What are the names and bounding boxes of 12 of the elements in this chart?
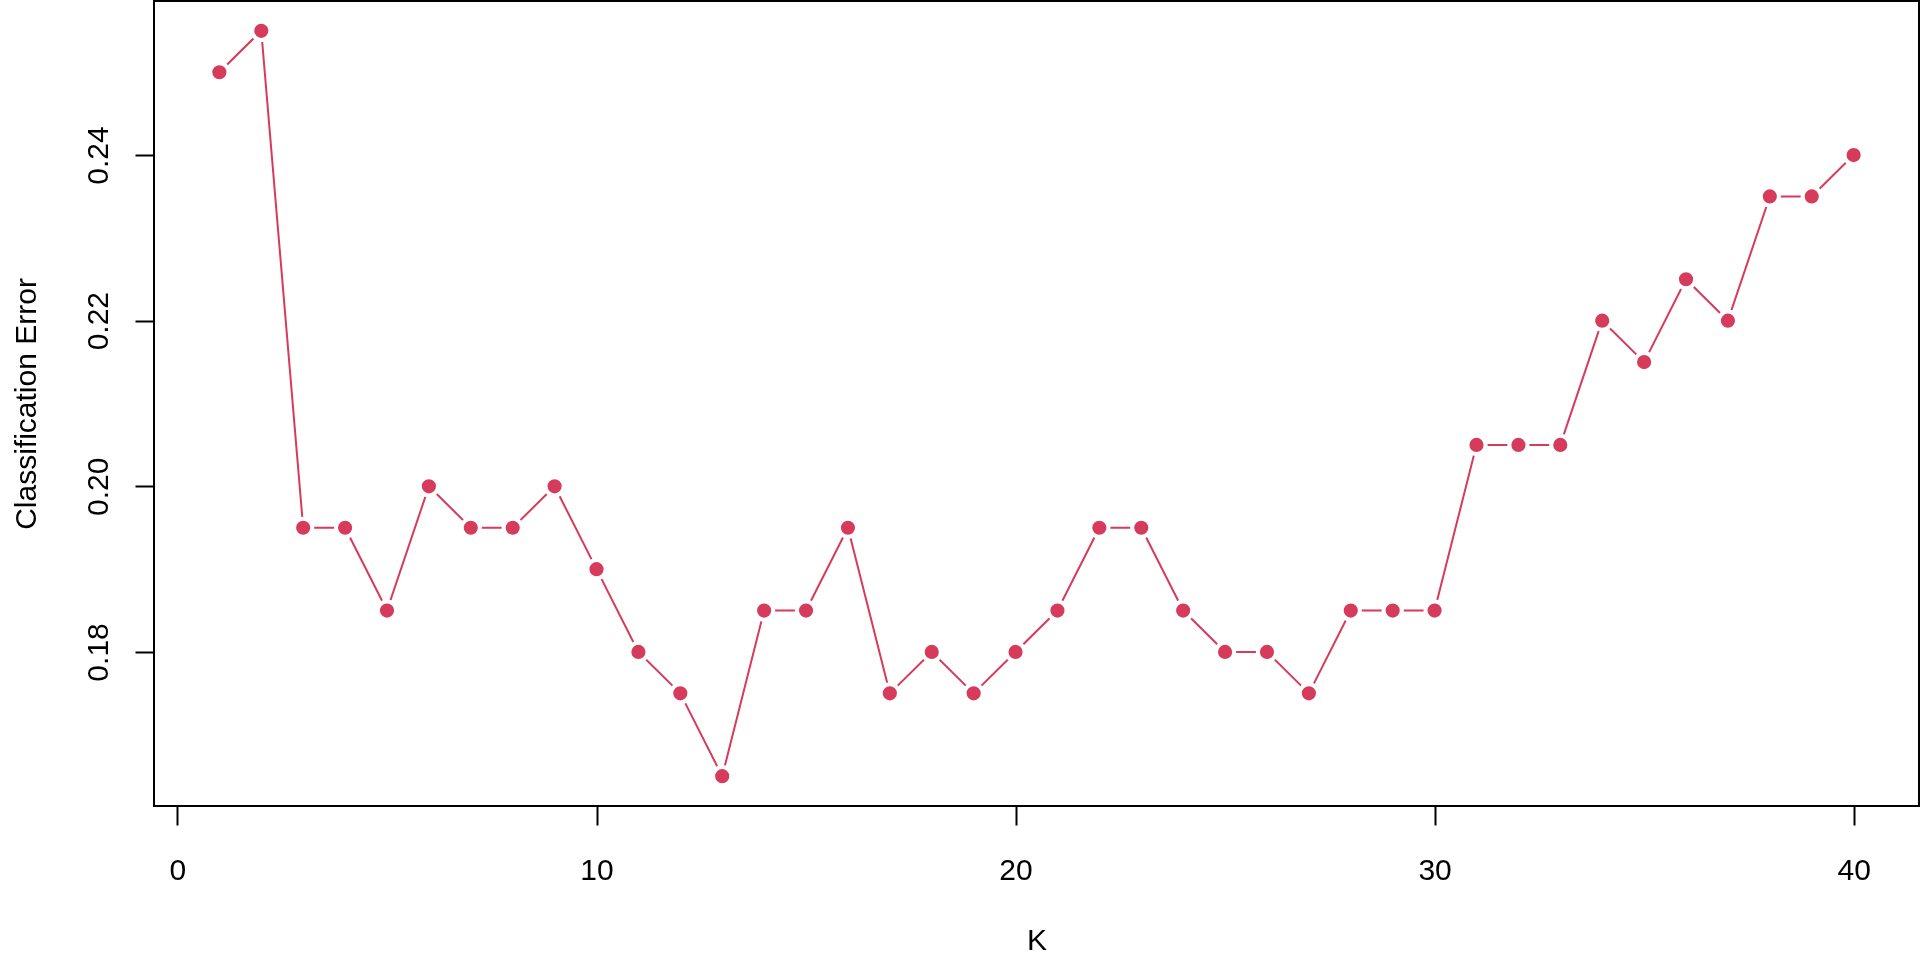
x-tick-label: 30 — [1418, 852, 1452, 886]
y-tick-label: 0.18 — [80, 623, 114, 682]
x-tick-label: 20 — [999, 852, 1033, 886]
x-tick-label: 0 — [169, 852, 187, 886]
x-tick-label: 40 — [1837, 852, 1871, 886]
point — [1004, 640, 1027, 664]
y-tick-label: 0.22 — [80, 291, 114, 351]
y-axis-title: Classification Error — [8, 278, 42, 530]
y-tick-label: 0.24 — [80, 126, 114, 185]
x-axis-title: K — [1026, 922, 1048, 956]
x-tick-label: 10 — [580, 852, 614, 886]
y-tick-label: 0.20 — [80, 457, 114, 517]
